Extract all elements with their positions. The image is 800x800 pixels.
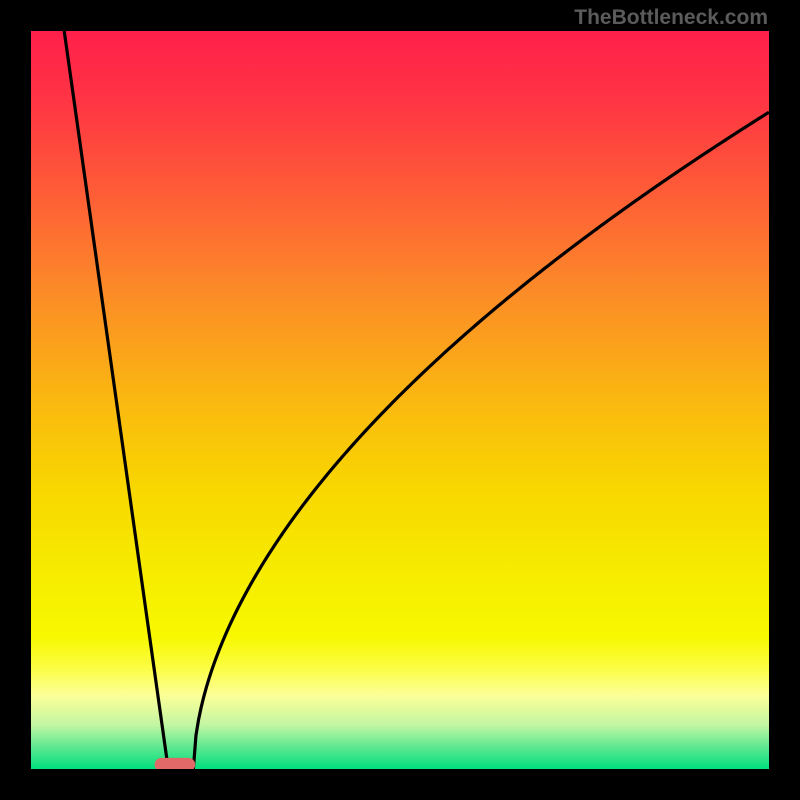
plot-area bbox=[31, 31, 769, 769]
chart-background bbox=[31, 31, 769, 769]
chart-container: TheBottleneck.com bbox=[0, 0, 800, 800]
bottleneck-chart bbox=[31, 31, 769, 769]
valley-marker bbox=[155, 758, 196, 769]
attribution-text: TheBottleneck.com bbox=[574, 6, 768, 30]
